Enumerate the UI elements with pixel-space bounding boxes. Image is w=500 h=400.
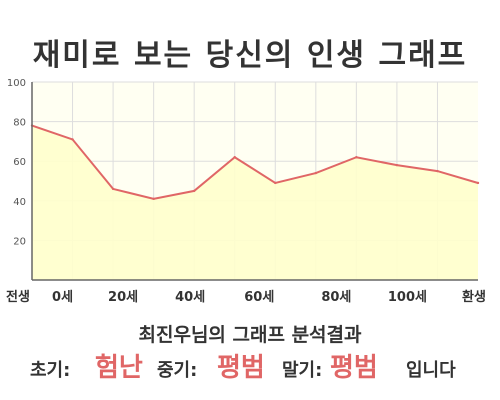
- x-tick-label: 40세: [175, 290, 205, 305]
- chart-title: 재미로 보는 당신의 인생 그래프: [32, 38, 468, 73]
- x-tick-label: 100세: [388, 290, 427, 305]
- y-tick-label: 80: [13, 118, 26, 129]
- late-value: 평범: [330, 353, 378, 383]
- data-point: [192, 189, 196, 193]
- series-line: [31, 124, 479, 200]
- y-tick-labels: 20 40 60 80 100: [7, 78, 26, 247]
- early-value: 험난: [95, 353, 143, 383]
- axes: [30, 82, 480, 281]
- data-point: [355, 156, 358, 159]
- y-tick-label: 100: [7, 78, 26, 89]
- x-tick-label: 0세: [52, 290, 73, 305]
- x-tick-labels: 전생 0세 20세 40세 60세 80세 100세 환생: [6, 289, 486, 305]
- early-label: 초기:: [30, 360, 71, 381]
- y-tick-label: 40: [13, 197, 26, 208]
- x-tick-label: 60세: [244, 290, 274, 305]
- analysis-summary: 최진우님의 그래프 분석결과: [138, 324, 362, 346]
- middle-value: 평범: [217, 353, 265, 383]
- data-point: [71, 138, 74, 141]
- x-tick-label: 전생: [6, 289, 30, 305]
- y-tick-label: 20: [13, 236, 26, 247]
- middle-label: 중기:: [157, 360, 198, 381]
- data-point: [233, 156, 236, 159]
- x-tick-label: 80세: [321, 290, 351, 305]
- late-label: 말기:: [282, 360, 323, 381]
- x-tick-label: 환생: [462, 289, 486, 305]
- data-point: [152, 197, 155, 201]
- data-point: [274, 181, 277, 185]
- data-point: [395, 163, 399, 167]
- data-point: [314, 171, 318, 175]
- x-tick-label: 20세: [108, 290, 138, 305]
- data-point: [476, 181, 480, 185]
- data-point: [436, 169, 439, 173]
- area-fill: [32, 125, 478, 280]
- y-tick-label: 60: [13, 157, 26, 168]
- analysis-verdict: 초기: 험난 중기: 평범 말기: 평범 입니다: [0, 345, 500, 385]
- data-point: [111, 187, 115, 191]
- verdict-ending: 입니다: [406, 360, 456, 381]
